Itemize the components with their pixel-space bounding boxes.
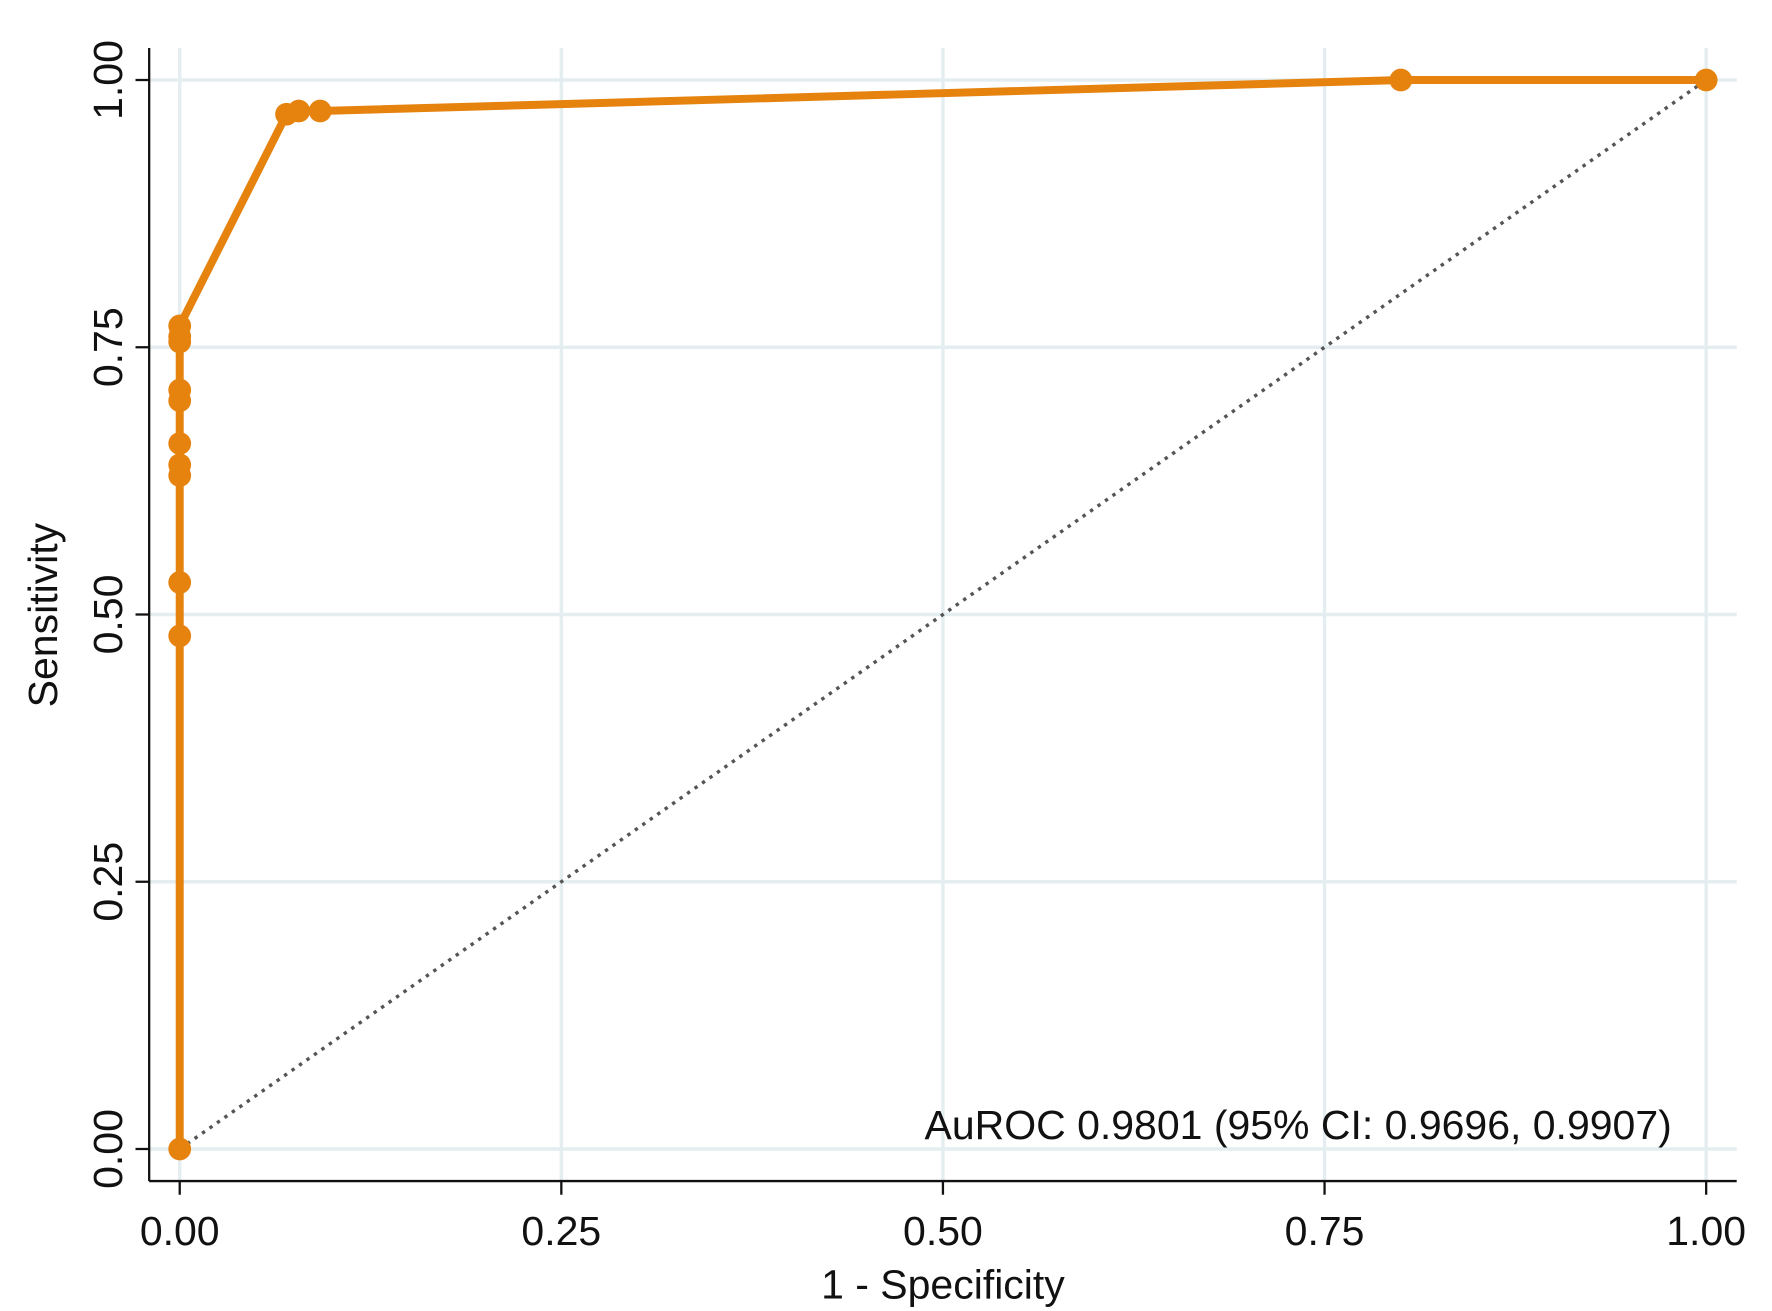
roc-point [168,1137,192,1161]
roc-point [287,99,311,123]
roc-point [1694,68,1718,92]
roc-point [1389,68,1413,92]
roc-point [168,571,192,594]
roc-point [168,432,192,455]
y-tick-label: 0.00 [85,1109,131,1189]
y-tick-label: 0.75 [85,307,131,387]
y-tick-label: 0.50 [85,575,131,655]
roc-point [168,624,192,648]
x-tick-label: 0.75 [1285,1208,1365,1254]
annotation: AuROC 0.9801 (95% CI: 0.9696, 0.9907) [924,1102,1671,1148]
y-axis-label: Sensitivity [20,522,66,707]
x-tick-label: 0.00 [140,1208,220,1254]
roc-point [168,314,192,338]
x-tick-label: 0.50 [903,1208,983,1254]
x-tick-label: 1.00 [1666,1208,1746,1254]
y-tick-label: 0.25 [85,842,131,922]
x-tick-label: 0.25 [521,1208,601,1254]
y-tick-label: 1.00 [85,40,131,120]
roc-point [168,453,192,477]
roc-point [308,99,332,123]
x-axis-label: 1 - Specificity [821,1261,1065,1307]
roc-point [168,378,192,402]
reference-line [178,78,1708,1151]
